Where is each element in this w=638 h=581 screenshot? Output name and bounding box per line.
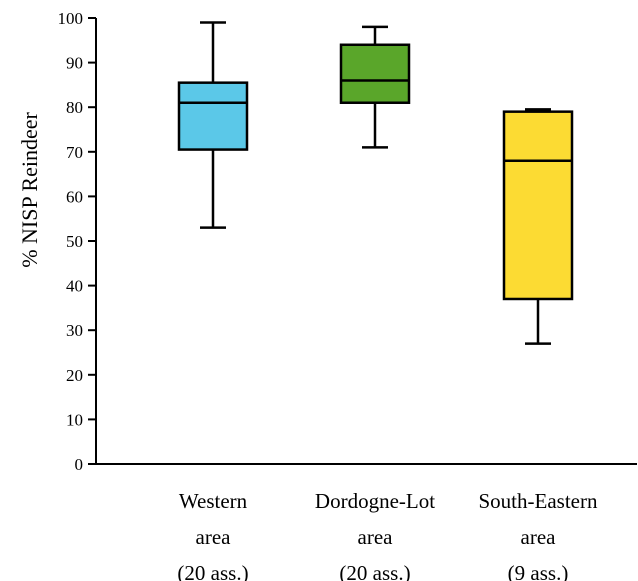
boxes	[177, 21, 574, 345]
box-group	[502, 108, 574, 345]
box	[339, 43, 411, 104]
y-tick-label: 30	[66, 321, 83, 340]
y-tick-label: 40	[66, 277, 83, 296]
x-axis-labels: Western area (20 ass.) Dordogne-Lot area (20 …	[177, 489, 598, 581]
y-tick-label: 50	[66, 232, 83, 251]
box-group	[177, 21, 249, 229]
category-label-line: South-Eastern	[479, 489, 598, 513]
box-group	[339, 25, 411, 149]
category-label-line: area	[358, 525, 394, 549]
y-axis-title: % NISP Reindeer	[17, 112, 42, 268]
y-tick-label: 10	[66, 410, 83, 429]
y-tick-label: 70	[66, 143, 83, 162]
box	[502, 110, 574, 301]
y-tick-label: 20	[66, 366, 83, 385]
box	[177, 81, 249, 151]
y-tick-label: 60	[66, 187, 83, 206]
category-label: South-Eastern area (9 ass.)	[479, 489, 598, 581]
category-label-line: Dordogne-Lot	[315, 489, 435, 513]
y-tick-label: 80	[66, 98, 83, 117]
category-label-line: Western	[179, 489, 248, 513]
category-label-line: area	[196, 525, 232, 549]
category-label-line: (20 ass.)	[177, 561, 248, 581]
category-label: Dordogne-Lot area (20 ass.)	[315, 489, 435, 581]
y-tick-label: 90	[66, 54, 83, 73]
category-label-line: (9 ass.)	[508, 561, 569, 581]
category-label-line: area	[521, 525, 557, 549]
y-tick-label: 0	[75, 455, 84, 474]
category-label-line: (20 ass.)	[339, 561, 410, 581]
y-tick-label: 100	[58, 9, 84, 28]
axes: 0 10 20 30 40 50 60 70 80 90 100	[58, 9, 637, 474]
category-label: Western area (20 ass.)	[177, 489, 248, 581]
